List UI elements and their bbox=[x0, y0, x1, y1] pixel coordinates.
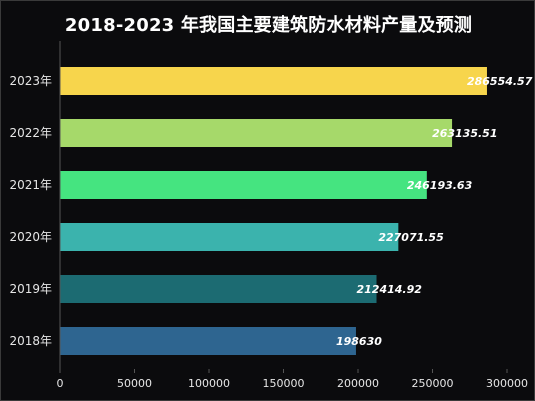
x-tick-label: 100000 bbox=[188, 377, 230, 390]
category-label-2023年: 2023年 bbox=[9, 74, 52, 88]
category-labels-group: 2023年 2022年 2021年 2020年 2019年 2018年 bbox=[9, 74, 52, 348]
data-label-2021年: 246193.63 bbox=[407, 179, 473, 192]
category-label-2019年: 2019年 bbox=[9, 282, 52, 296]
bar-2022年 bbox=[60, 119, 453, 147]
data-label-2019年: 212414.92 bbox=[356, 283, 422, 296]
bars-group bbox=[60, 67, 487, 355]
x-tick-label: 150000 bbox=[263, 377, 305, 390]
category-label-2021年: 2021年 bbox=[9, 178, 52, 192]
bar-2019年 bbox=[60, 275, 377, 303]
bar-2023年 bbox=[60, 67, 487, 95]
data-label-2022年: 263135.51 bbox=[432, 127, 497, 140]
data-labels-group: 286554.57 263135.51 246193.63 227071.55 2124… bbox=[336, 75, 533, 348]
x-tick-label: 200000 bbox=[337, 377, 379, 390]
category-label-2022年: 2022年 bbox=[9, 126, 52, 140]
category-label-2020年: 2020年 bbox=[9, 230, 52, 244]
x-tick-label: 50000 bbox=[117, 377, 152, 390]
x-axis: 0 50000 100000 150000 200000 250000 300000 bbox=[57, 41, 528, 390]
x-tick-label: 0 bbox=[57, 377, 64, 390]
data-label-2018年: 198630 bbox=[336, 335, 382, 348]
category-label-2018年: 2018年 bbox=[9, 334, 52, 348]
bar-2018年 bbox=[60, 327, 356, 355]
data-label-2023年: 286554.57 bbox=[467, 75, 533, 88]
chart-title: 2018-2023 年我国主要建筑防水材料产量及预测 bbox=[64, 15, 473, 36]
bar-2020年 bbox=[60, 223, 399, 251]
bar-2021年 bbox=[60, 171, 427, 199]
data-label-2020年: 227071.55 bbox=[378, 231, 444, 244]
x-tick-label: 300000 bbox=[486, 377, 528, 390]
x-tick-label: 250000 bbox=[412, 377, 454, 390]
